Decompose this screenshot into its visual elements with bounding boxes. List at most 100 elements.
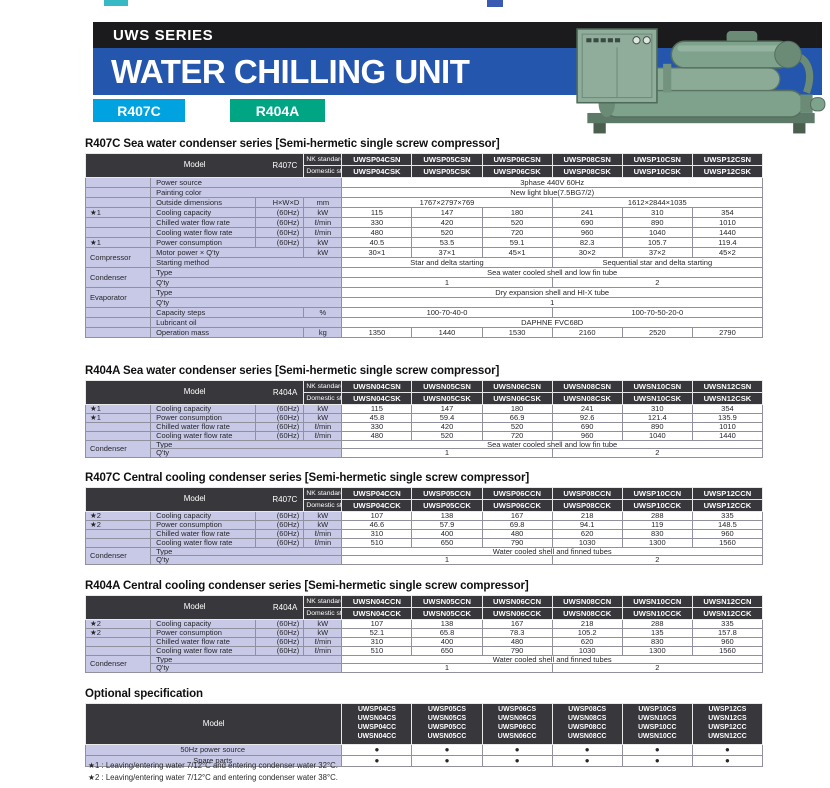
model-name-cell: UWSN06CCN	[481, 595, 553, 608]
spec-cell-value: DAPHNE FVC68D	[341, 317, 763, 328]
spec-cell-value: 2790	[691, 327, 764, 338]
spec-cell-value: 354	[691, 404, 764, 414]
model-name-cell: UWSP05CSN	[411, 153, 483, 166]
model-name-cell: UWSN12CCN	[691, 595, 764, 608]
table-row: ★2 Power consumption (60Hz) kW 52.1 65.8 78.3 1…	[84, 627, 764, 638]
spec-cell-label: Type	[150, 654, 343, 665]
spec-cell-sublabel: (60Hz)	[255, 227, 305, 238]
water-chiller-illustration	[576, 28, 826, 134]
spec-cell-value: 690	[551, 217, 623, 228]
model-name-cell: UWSP10CSK	[621, 165, 693, 178]
spec-cell-label: Chilled water flow rate	[150, 421, 257, 432]
table-row: 50Hz power source ● ● ● ● ● ●	[84, 743, 764, 756]
spec-cell-label: Type	[150, 546, 343, 557]
model-name-cell: UWSP10CCN	[621, 487, 693, 500]
spec-cell-label: Type	[150, 267, 343, 278]
availability-dot: ●	[481, 743, 553, 756]
model-name-cell: UWSN08CSK	[551, 392, 623, 405]
spec-cell-unit: kW	[303, 511, 343, 521]
model-name-cell: UWSP05CCN	[411, 487, 483, 500]
spec-cell-sublabel: (60Hz)	[255, 421, 305, 432]
model-name-cell: UWSN10CCN	[621, 595, 693, 608]
spec-cell-sublabel: (60Hz)	[255, 430, 305, 441]
model-name-cell: UWSN12CSK	[691, 392, 764, 405]
model-name-cell: UWSN04CCK	[341, 607, 413, 620]
spec-cell-sublabel: (60Hz)	[255, 619, 305, 629]
option-label: Spare parts	[84, 754, 343, 767]
domestic-standard-header: Domestic standard	[303, 499, 343, 512]
spec-cell-unit: kg	[303, 327, 343, 338]
availability-dot: ●	[691, 754, 764, 767]
spec-cell-value: 40.5	[341, 237, 413, 248]
spec-cell-group	[84, 421, 152, 432]
spec-cell-value: 30×1	[341, 247, 413, 258]
spec-cell-unit: kW	[303, 412, 343, 423]
spec-cell-value: 330	[341, 217, 413, 228]
table-row: Condenser Type Sea water cooled shell and …	[84, 267, 763, 288]
spec-cell-value: Sea water cooled shell and low fin tube	[341, 267, 763, 278]
table-row: ★1 Power consumption (60Hz) kW 40.5 53.5 59.1 8…	[84, 237, 764, 248]
model-name-cell: UWSN06CSK	[481, 392, 553, 405]
model-name-cell: UWSN08CCK	[551, 607, 623, 620]
spec-cell-sublabel: (60Hz)	[255, 237, 305, 248]
spec-cell-value: 115	[341, 207, 413, 218]
spec-cell-value: 3phase 440V 60Hz	[341, 177, 763, 188]
spec-cell-value: 1300	[621, 645, 693, 656]
spec-cell-value: 520	[481, 421, 553, 432]
model-name-cell: UWSN12CSN	[691, 380, 764, 393]
spec-cell-label: Q'ty	[150, 277, 343, 288]
spec-cell-value: 1	[341, 555, 553, 566]
series-label: UWS SERIES	[113, 26, 214, 44]
footnotes: ★1 : Leaving/entering water 7/12°C and e…	[88, 760, 338, 783]
table-row: Outside dimensions H×W×D mm 1767×2797×769 16…	[84, 197, 764, 208]
spec-cell-value: 720	[481, 430, 553, 441]
spec-cell-value: 650	[411, 645, 483, 656]
spec-cell-value: 288	[621, 511, 693, 521]
availability-dot: ●	[411, 743, 483, 756]
spec-cell-value: 241	[551, 207, 623, 218]
spec-cell-unit: ℓ/min	[303, 227, 343, 238]
spec-cell-group: Compressor	[84, 247, 152, 268]
spec-cell-value: 480	[341, 227, 413, 238]
table-row: ★1 Cooling capacity (60Hz) kW 115 147 180 241 31…	[84, 404, 764, 414]
spec-cell-unit: ℓ/min	[303, 217, 343, 228]
spec-cell-value: New light blue(7.5BG7/2)	[341, 187, 763, 198]
section-r404a-sea-water: R404A Sea water condenser series [Semi-h…	[84, 365, 764, 459]
table-row: ★2 Cooling capacity (60Hz) kW 107 138 167 218 28…	[84, 619, 764, 629]
availability-dot: ●	[551, 743, 623, 756]
spec-cell-unit: kW	[303, 627, 343, 638]
spec-cell-value: 46.6	[341, 519, 413, 530]
spec-cell-value: 720	[481, 227, 553, 238]
spec-cell-value: 1040	[621, 227, 693, 238]
badge-r407c: R407C	[93, 99, 185, 122]
model-name-cell: UWSP06CCK	[481, 499, 553, 512]
availability-dot: ●	[341, 743, 413, 756]
spec-cell-value: 94.1	[551, 519, 623, 530]
spec-cell-value: 1030	[551, 645, 623, 656]
model-name-cell: UWSN05CSK	[411, 392, 483, 405]
domestic-standard-header: Domestic standard	[303, 607, 343, 620]
spec-cell-value: 890	[621, 421, 693, 432]
spec-cell-value: 1530	[481, 327, 553, 338]
spec-cell-value: 1440	[411, 327, 483, 338]
spec-cell-group	[84, 537, 152, 548]
nk-standard-header: NK standard	[303, 595, 343, 608]
optional-spec-table: Model UWSP04CS UWSN04CS UWSP04CC UWSN04CC UWS…	[84, 703, 764, 767]
spec-cell-label: Chilled water flow rate	[150, 217, 257, 228]
spec-cell-sublabel: (60Hz)	[255, 511, 305, 521]
spec-cell-unit: kW	[303, 237, 343, 248]
spec-cell-value: 510	[341, 537, 413, 548]
spec-cell-value: 310	[341, 528, 413, 539]
spec-cell-group: ★1	[84, 207, 152, 218]
spec-cell-label: Q'ty	[150, 663, 343, 674]
spec-cell-sublabel: (60Hz)	[255, 645, 305, 656]
model-name-cell: UWSP12CSN	[691, 153, 764, 166]
spec-cell-unit: ℓ/min	[303, 537, 343, 548]
spec-cell-value: 1350	[341, 327, 413, 338]
spec-cell-value: 100-70-40-0	[341, 307, 553, 318]
spec-cell-value: 148.5	[691, 519, 764, 530]
model-name-cell: UWSP06CCN	[481, 487, 553, 500]
spec-cell-group	[84, 307, 152, 318]
spec-cell-label: Motor power × Q'ty	[150, 247, 305, 258]
model-name-cell: UWSP06CSN	[481, 153, 553, 166]
